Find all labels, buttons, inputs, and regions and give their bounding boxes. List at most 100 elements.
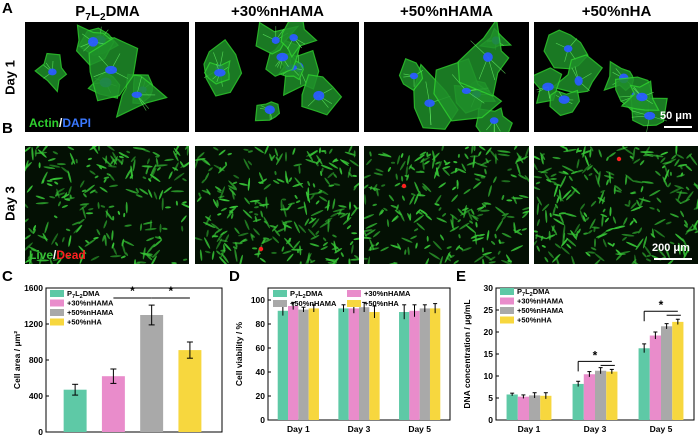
live-cell [364,229,376,237]
live-cell [549,177,557,181]
live-cell [294,177,304,188]
micrograph-a-3 [364,22,529,132]
live-cell [516,162,521,176]
live-cell [258,181,264,184]
live-cell [102,234,106,242]
legend-label: +50%nHAMA [517,306,564,315]
live-cell [297,206,305,210]
live-cell [85,239,89,244]
live-cell [259,172,264,182]
nucleus [563,45,573,53]
live-cell [541,203,550,212]
live-cell [364,229,373,232]
y-tick-label: 400 [29,391,43,401]
column-title-50nha: +50%nHA [581,3,652,20]
bar [101,376,125,432]
live-cell [122,154,130,159]
live-cell [416,194,426,197]
live-cell [310,194,315,200]
live-cell [364,194,367,205]
live-cell [548,230,551,241]
live-cell [42,146,50,153]
live-cell [315,200,320,205]
live-cell [46,179,53,182]
live-cell [438,160,442,170]
live-cell [676,154,685,159]
live-cell [216,250,222,255]
legend-label: +50%nHAMA [290,299,337,308]
live-cell [563,212,577,217]
live-cell [173,172,185,181]
live-cell [422,183,432,193]
live-cell [25,202,29,209]
live-cell [375,168,384,173]
dead-cell [616,156,622,162]
live-cell [590,247,597,251]
y-axis-label: Cell area / μm² [12,331,22,389]
live-cell [375,242,379,246]
bar [429,308,441,420]
live-cell [576,169,584,173]
live-cell [243,148,249,151]
bar [140,315,164,432]
live-cell [364,214,375,220]
live-cell [227,152,232,156]
live-cell [107,165,117,168]
live-cell [501,232,512,238]
live-cell [678,242,681,255]
y-axis-label: DNA concentration / μg/mL [462,299,472,408]
legend-label: +50%nHAMA [67,308,114,317]
live-cell [347,166,352,179]
live-cell [158,189,164,200]
live-cell [498,239,501,244]
live-cell [685,186,690,191]
live-cell [150,255,157,264]
live-cell [591,226,600,229]
live-cell [322,237,327,242]
live-cell [571,255,576,264]
live-cell [685,164,693,172]
live-cell [152,151,161,157]
nucleus [483,52,493,62]
live-cell [479,209,490,212]
live-cell [614,189,622,193]
live-cell [550,173,557,177]
live-cell [660,151,669,156]
live-cell [139,223,143,231]
live-cell [601,214,604,227]
live-cell [409,165,416,171]
live-cell [106,173,111,176]
live-cell [322,242,328,247]
significance-star: * [659,298,664,312]
live-cell [284,220,293,223]
live-cell [310,259,316,264]
live-cell [501,213,509,217]
live-cell [475,221,478,228]
live-cell [150,163,157,177]
live-cell [61,166,70,174]
live-cell [124,224,132,227]
live-cell [390,244,402,249]
legend-swatch [273,300,287,307]
live-cell [621,146,625,150]
live-cell [320,246,328,251]
live-cell [577,228,581,234]
legend-swatch [500,307,514,314]
legend-label: +50%nHA [517,316,552,325]
live-cell [461,163,467,172]
live-cell [282,204,287,218]
live-cell [249,199,260,203]
live-cell [285,151,287,162]
live-cell [364,174,371,179]
bar [288,306,299,420]
live-cell [589,218,596,230]
live-cell [422,161,425,171]
live-cell [109,184,119,188]
live-cell [642,153,653,157]
live-cell [239,238,247,244]
live-cell [85,212,94,215]
bar [277,310,289,420]
bar [178,350,202,432]
live-cell [349,258,359,261]
live-cell [321,167,324,173]
